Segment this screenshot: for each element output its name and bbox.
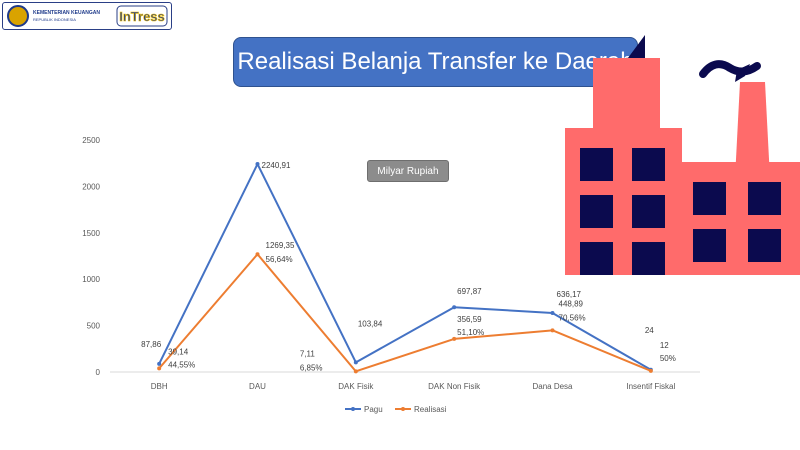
data-label-pagu: 24 [645, 326, 654, 335]
y-tick-label: 0 [96, 368, 101, 377]
data-point-realisasi [157, 366, 162, 371]
legend-label-realisasi: Realisasi [414, 405, 447, 414]
data-label-realisasi: 356,59 [457, 315, 482, 324]
legend-marker-realisasi [401, 407, 405, 411]
data-label-pagu: 2240,91 [262, 161, 291, 170]
data-label-pagu: 87,86 [141, 340, 162, 349]
data-label-percent: 50% [660, 354, 676, 363]
x-tick-label: DAK Non Fisik [428, 382, 481, 391]
data-point-realisasi [255, 252, 260, 257]
legend-label-pagu: Pagu [364, 405, 383, 414]
data-point-realisasi [452, 336, 457, 341]
data-point-realisasi [648, 368, 653, 373]
data-point-pagu [157, 361, 162, 366]
kemenkeu-emblem-icon [7, 5, 29, 27]
intress-logo: InTress [116, 5, 168, 27]
data-label-percent: 70,56% [559, 313, 586, 322]
data-label-realisasi: 7,11 [300, 349, 316, 358]
svg-text:InTress: InTress [119, 9, 165, 24]
series-line-realisasi [158, 253, 652, 373]
data-point-pagu [452, 305, 457, 310]
ministry-logo-bar: KEMENTERIAN KEUANGAN REPUBLIK INDONESIA … [2, 2, 172, 30]
data-point-pagu [353, 360, 358, 365]
data-label-percent: 51,10% [457, 328, 484, 337]
x-tick-label: Insentif Fiskal [626, 382, 675, 391]
data-label-percent: 44,55% [168, 360, 195, 369]
slide-title: Realisasi Belanja Transfer ke Daerah [233, 37, 638, 87]
data-label-pagu: 636,17 [557, 290, 582, 299]
data-label-pagu: 103,84 [358, 319, 383, 328]
y-tick-label: 1000 [82, 275, 100, 284]
legend-marker-pagu [351, 407, 355, 411]
data-point-realisasi [550, 328, 555, 333]
data-label-percent: 56,64% [266, 255, 293, 264]
x-tick-label: DAU [249, 382, 266, 391]
data-point-pagu [255, 162, 260, 167]
data-label-realisasi: 39,14 [168, 347, 189, 356]
factory-illustration [565, 35, 800, 275]
y-tick-label: 2500 [82, 136, 100, 145]
x-tick-label: Dana Desa [532, 382, 573, 391]
data-label-percent: 6,85% [300, 363, 323, 372]
data-point-pagu [550, 310, 555, 315]
unit-badge: Milyar Rupiah [367, 160, 449, 182]
ministry-name-line2: REPUBLIK INDONESIA [33, 16, 76, 22]
y-tick-label: 1500 [82, 229, 100, 238]
ministry-name: KEMENTERIAN KEUANGAN REPUBLIK INDONESIA [33, 9, 100, 22]
data-label-pagu: 697,87 [457, 287, 482, 296]
data-label-realisasi: 12 [660, 341, 669, 350]
data-label-realisasi: 1269,35 [266, 241, 295, 250]
x-tick-label: DBH [151, 382, 168, 391]
y-tick-label: 500 [87, 322, 101, 331]
data-label-realisasi: 448,89 [559, 299, 584, 308]
ministry-name-line1: KEMENTERIAN KEUANGAN [33, 9, 100, 16]
x-tick-label: DAK Fisik [338, 382, 374, 391]
y-tick-label: 2000 [82, 182, 100, 191]
series-line-pagu [158, 163, 652, 371]
data-point-realisasi [353, 369, 358, 374]
